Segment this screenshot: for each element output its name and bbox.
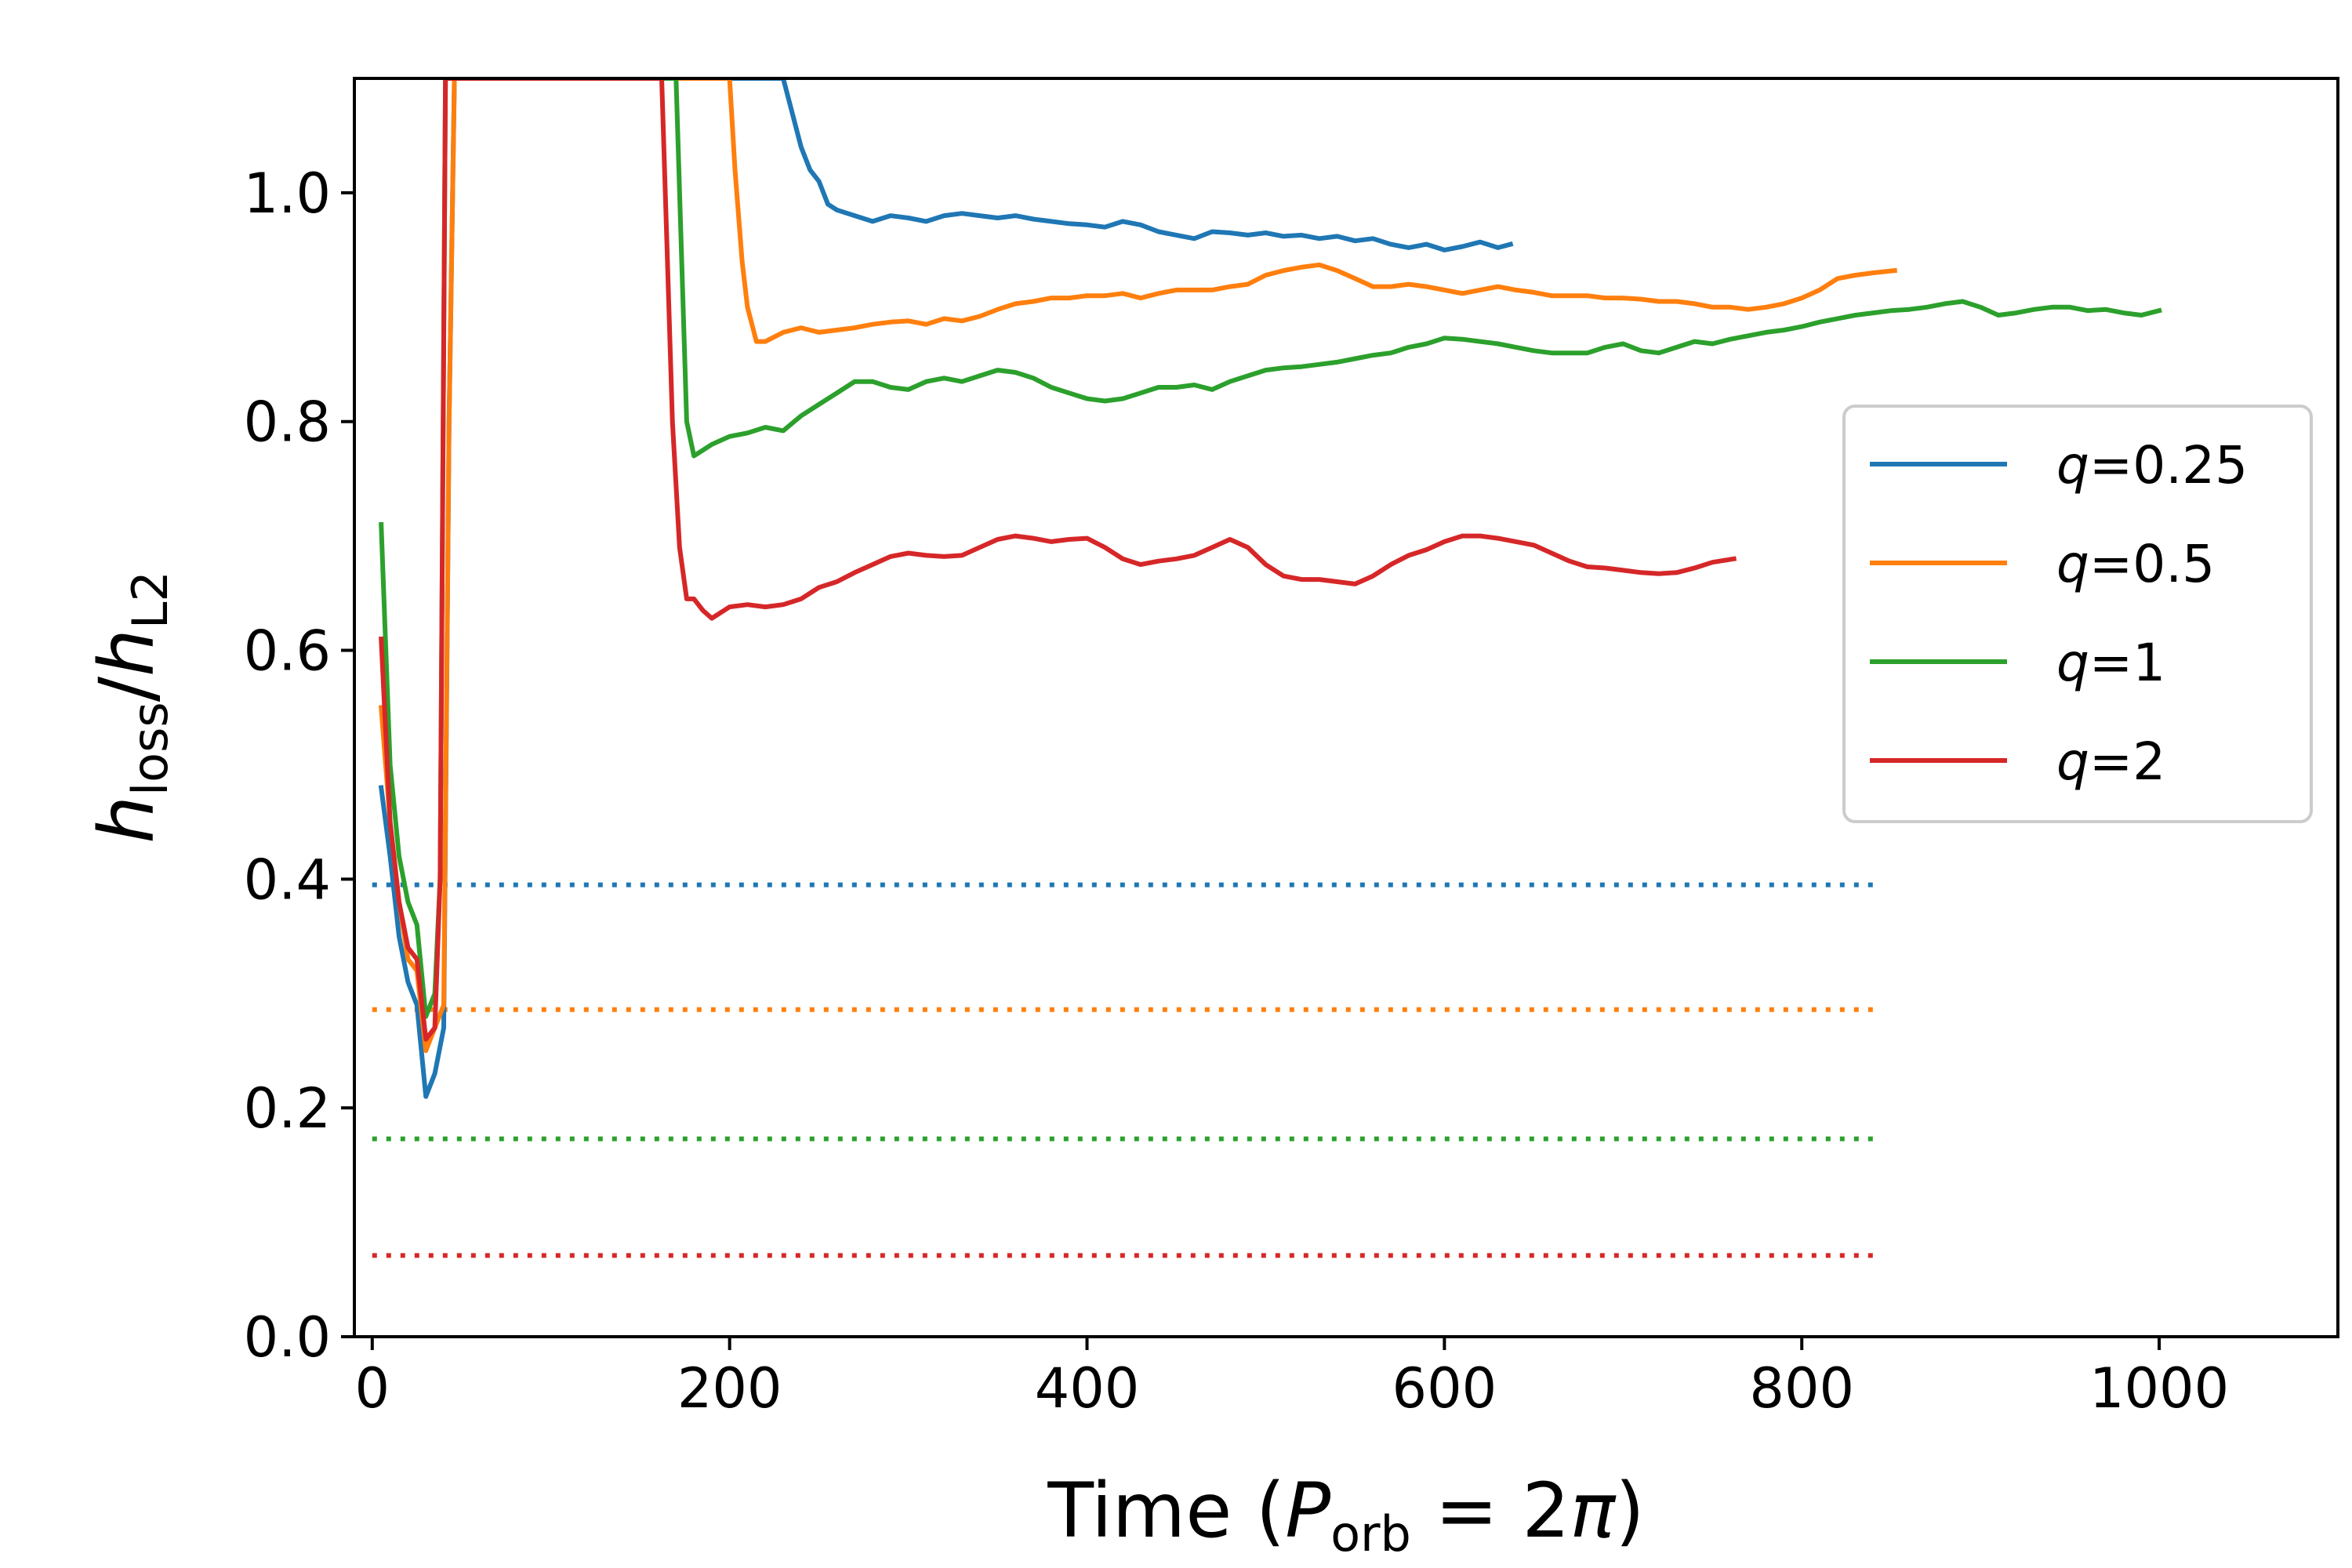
x-tick-label: 600 <box>1392 1356 1497 1421</box>
legend-label: q=0.25 <box>2056 435 2248 495</box>
y-tick-label: 0.8 <box>244 390 331 455</box>
legend-label: q=1 <box>2056 633 2165 693</box>
y-tick-label: 0.0 <box>244 1305 331 1370</box>
x-tick-label: 800 <box>1749 1356 1854 1421</box>
plot-area <box>372 78 2162 1258</box>
series-line-q-2 <box>379 78 1737 1042</box>
y-axis-label: hloss/hL2 <box>83 571 179 844</box>
series-line-q-1 <box>379 78 2162 1019</box>
x-tick-label: 0 <box>355 1356 390 1421</box>
axes-frame <box>353 77 2339 1338</box>
series-line-q-0-25 <box>378 78 1514 1099</box>
y-axis: 0.0 0.2 0.4 0.6 0.8 1.0 <box>244 162 354 1370</box>
legend: q=0.25 q=0.5 q=1 q=2 <box>1842 405 2313 823</box>
y-tick-label: 0.6 <box>244 619 331 684</box>
y-tick-label: 0.4 <box>244 848 331 912</box>
y-tick-label: 1.0 <box>244 162 331 226</box>
x-tick-label: 1000 <box>2089 1356 2229 1421</box>
legend-label: q=0.5 <box>2056 534 2215 594</box>
x-tick-label: 200 <box>677 1356 782 1421</box>
x-axis-label: Time (Porb = 2π) <box>1047 1467 1644 1563</box>
legend-label: q=2 <box>2056 731 2165 792</box>
y-tick-label: 0.2 <box>244 1076 331 1141</box>
legend-frame <box>1842 405 2313 823</box>
x-axis: 0 200 400 600 800 1000 <box>355 1337 2229 1421</box>
x-tick-label: 400 <box>1035 1356 1140 1421</box>
series-line-q-0-5 <box>378 78 1898 1054</box>
